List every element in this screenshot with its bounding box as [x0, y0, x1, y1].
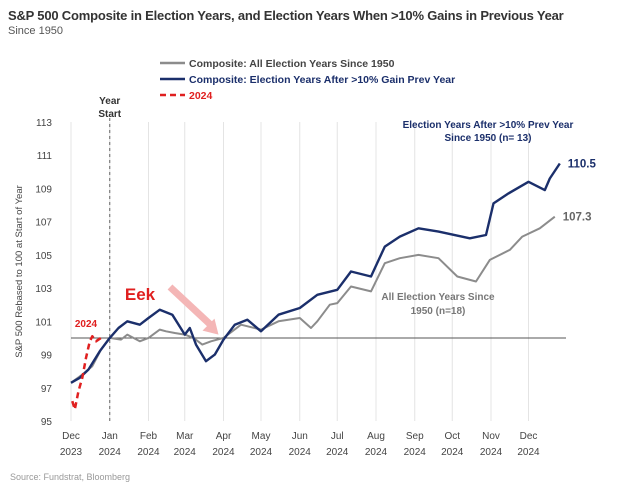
x-tick-label: 2024 — [480, 447, 503, 458]
x-tick-label: Jul — [331, 431, 344, 442]
series-line-1 — [70, 162, 561, 384]
source-note: Source: Fundstrat, Bloomberg — [10, 472, 131, 482]
x-tick-label: 2023 — [60, 447, 83, 458]
y-tick-label: 113 — [36, 118, 52, 129]
x-tick-label: 2024 — [441, 447, 464, 458]
annotation-text: Since 1950 (n= 13) — [445, 133, 532, 144]
x-tick-label: Jun — [292, 431, 308, 442]
x-tick-label: 2024 — [365, 447, 388, 458]
y-tick-label: 99 — [41, 351, 53, 362]
x-tick-label: Feb — [140, 431, 158, 442]
x-tick-label: Oct — [444, 431, 460, 442]
y-tick-label: 105 — [35, 251, 52, 262]
y-tick-label: 103 — [35, 284, 52, 295]
series-line-2 — [71, 335, 102, 411]
annotation-text: 2024 — [75, 319, 98, 330]
x-tick-label: May — [252, 431, 271, 442]
year-start-label: Start — [98, 109, 121, 120]
x-tick-label: Jan — [102, 431, 118, 442]
eek-arrow-shaft — [167, 284, 215, 330]
eek-arrow-head — [202, 318, 219, 335]
x-tick-label: Apr — [216, 431, 232, 442]
annotation-text: 1950 (n=18) — [411, 306, 466, 317]
y-axis-label: S&P 500 Rebased to 100 at Start of Year — [14, 185, 25, 358]
x-tick-label: 2024 — [517, 447, 540, 458]
chart-subtitle: Since 1950 — [8, 25, 64, 37]
y-tick-label: 107 — [35, 218, 52, 229]
x-tick-label: 2024 — [326, 447, 349, 458]
legend-entry: Composite: All Election Years Since 1950 — [189, 58, 395, 70]
x-tick-label: Aug — [367, 431, 385, 442]
year-start-label: Year — [99, 96, 120, 107]
series-line-0 — [70, 215, 556, 384]
x-tick-label: Dec — [62, 431, 80, 442]
x-tick-label: Dec — [520, 431, 538, 442]
annotation-text: Election Years After >10% Prev Year — [403, 120, 574, 131]
y-tick-label: 95 — [41, 417, 53, 428]
y-tick-label: 109 — [35, 184, 52, 195]
annotation-text: Eek — [125, 285, 156, 304]
chart-title: S&P 500 Composite in Election Years, and… — [8, 8, 564, 23]
y-tick-label: 97 — [41, 384, 53, 395]
annotation-text: All Election Years Since — [381, 292, 495, 303]
x-tick-label: 2024 — [137, 447, 160, 458]
y-tick-label: 101 — [35, 317, 52, 328]
x-tick-label: 2024 — [250, 447, 273, 458]
legend-entry: 2024 — [189, 90, 213, 102]
x-tick-label: 2024 — [99, 447, 122, 458]
legend-entry: Composite: Election Years After >10% Gai… — [189, 74, 455, 86]
end-value-label: 110.5 — [568, 159, 597, 171]
x-tick-label: Mar — [176, 431, 194, 442]
end-value-label: 107.3 — [563, 212, 592, 224]
x-tick-label: 2024 — [289, 447, 312, 458]
x-tick-label: Nov — [482, 431, 500, 442]
x-tick-label: 2024 — [212, 447, 235, 458]
x-tick-label: Sep — [406, 431, 424, 442]
x-tick-label: 2024 — [404, 447, 427, 458]
x-tick-label: 2024 — [174, 447, 197, 458]
y-tick-label: 111 — [37, 151, 53, 162]
